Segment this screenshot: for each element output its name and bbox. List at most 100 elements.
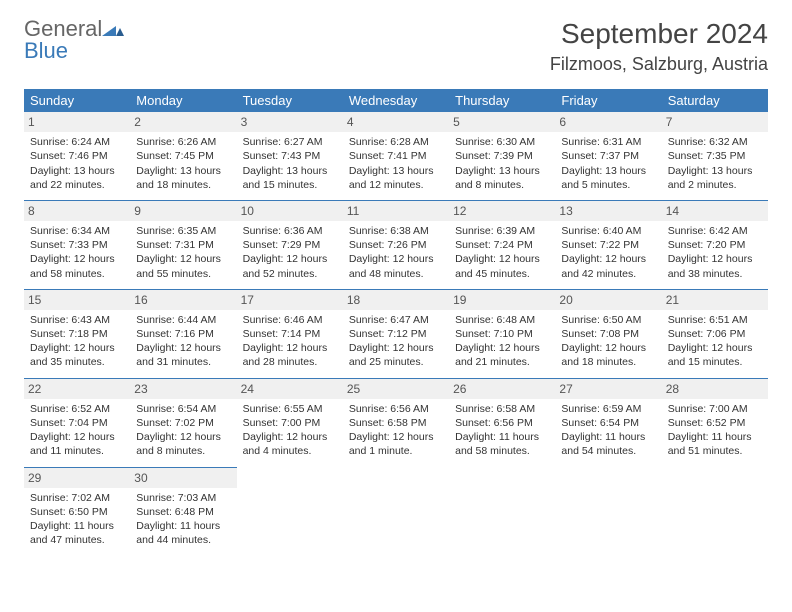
calendar-cell: 17Sunrise: 6:46 AMSunset: 7:14 PMDayligh… bbox=[237, 289, 343, 378]
daylight-line: Daylight: 13 hours bbox=[668, 164, 762, 178]
daylight-line: and 48 minutes. bbox=[349, 267, 443, 281]
daylight-line: Daylight: 13 hours bbox=[561, 164, 655, 178]
sunrise-line: Sunrise: 6:51 AM bbox=[668, 313, 762, 327]
day-number: 10 bbox=[237, 201, 343, 221]
daylight-line: and 25 minutes. bbox=[349, 355, 443, 369]
calendar-cell: 13Sunrise: 6:40 AMSunset: 7:22 PMDayligh… bbox=[555, 200, 661, 289]
daylight-line: and 15 minutes. bbox=[668, 355, 762, 369]
daylight-line: Daylight: 11 hours bbox=[668, 430, 762, 444]
calendar-cell: 29Sunrise: 7:02 AMSunset: 6:50 PMDayligh… bbox=[24, 467, 130, 555]
sunset-line: Sunset: 7:06 PM bbox=[668, 327, 762, 341]
sunrise-line: Sunrise: 6:34 AM bbox=[30, 224, 124, 238]
calendar-week: 22Sunrise: 6:52 AMSunset: 7:04 PMDayligh… bbox=[24, 378, 768, 467]
daylight-line: and 4 minutes. bbox=[243, 444, 337, 458]
daylight-line: Daylight: 13 hours bbox=[243, 164, 337, 178]
sunset-line: Sunset: 6:56 PM bbox=[455, 416, 549, 430]
sunset-line: Sunset: 6:50 PM bbox=[30, 505, 124, 519]
calendar-cell: 16Sunrise: 6:44 AMSunset: 7:16 PMDayligh… bbox=[130, 289, 236, 378]
calendar-cell bbox=[237, 467, 343, 555]
sunrise-line: Sunrise: 6:59 AM bbox=[561, 402, 655, 416]
daylight-line: Daylight: 13 hours bbox=[455, 164, 549, 178]
sunset-line: Sunset: 7:18 PM bbox=[30, 327, 124, 341]
calendar-week: 8Sunrise: 6:34 AMSunset: 7:33 PMDaylight… bbox=[24, 200, 768, 289]
calendar-cell: 25Sunrise: 6:56 AMSunset: 6:58 PMDayligh… bbox=[343, 378, 449, 467]
daylight-line: and 35 minutes. bbox=[30, 355, 124, 369]
sunset-line: Sunset: 7:39 PM bbox=[455, 149, 549, 163]
calendar-cell: 10Sunrise: 6:36 AMSunset: 7:29 PMDayligh… bbox=[237, 200, 343, 289]
sunset-line: Sunset: 7:24 PM bbox=[455, 238, 549, 252]
sunrise-line: Sunrise: 6:55 AM bbox=[243, 402, 337, 416]
daylight-line: and 44 minutes. bbox=[136, 533, 230, 547]
daylight-line: and 15 minutes. bbox=[243, 178, 337, 192]
daylight-line: Daylight: 12 hours bbox=[561, 252, 655, 266]
sunset-line: Sunset: 7:43 PM bbox=[243, 149, 337, 163]
sunrise-line: Sunrise: 6:32 AM bbox=[668, 135, 762, 149]
logo-icon bbox=[102, 18, 124, 40]
calendar-cell: 24Sunrise: 6:55 AMSunset: 7:00 PMDayligh… bbox=[237, 378, 343, 467]
day-number: 24 bbox=[237, 379, 343, 399]
daylight-line: Daylight: 12 hours bbox=[136, 341, 230, 355]
sunset-line: Sunset: 7:29 PM bbox=[243, 238, 337, 252]
daylight-line: and 1 minute. bbox=[349, 444, 443, 458]
calendar-cell: 19Sunrise: 6:48 AMSunset: 7:10 PMDayligh… bbox=[449, 289, 555, 378]
calendar-week: 15Sunrise: 6:43 AMSunset: 7:18 PMDayligh… bbox=[24, 289, 768, 378]
day-number: 16 bbox=[130, 290, 236, 310]
day-number: 12 bbox=[449, 201, 555, 221]
calendar-cell: 6Sunrise: 6:31 AMSunset: 7:37 PMDaylight… bbox=[555, 112, 661, 200]
weekday-header: Tuesday bbox=[237, 89, 343, 112]
weekday-header: Monday bbox=[130, 89, 236, 112]
calendar-head: SundayMondayTuesdayWednesdayThursdayFrid… bbox=[24, 89, 768, 112]
calendar-cell: 1Sunrise: 6:24 AMSunset: 7:46 PMDaylight… bbox=[24, 112, 130, 200]
day-number: 25 bbox=[343, 379, 449, 399]
calendar-cell: 18Sunrise: 6:47 AMSunset: 7:12 PMDayligh… bbox=[343, 289, 449, 378]
day-number: 23 bbox=[130, 379, 236, 399]
sunrise-line: Sunrise: 6:54 AM bbox=[136, 402, 230, 416]
page-header: General Blue September 2024 Filzmoos, Sa… bbox=[24, 18, 768, 75]
sunset-line: Sunset: 7:33 PM bbox=[30, 238, 124, 252]
month-title: September 2024 bbox=[550, 18, 768, 50]
day-number: 30 bbox=[130, 468, 236, 488]
calendar-cell: 9Sunrise: 6:35 AMSunset: 7:31 PMDaylight… bbox=[130, 200, 236, 289]
daylight-line: and 38 minutes. bbox=[668, 267, 762, 281]
sunrise-line: Sunrise: 6:24 AM bbox=[30, 135, 124, 149]
calendar-cell bbox=[662, 467, 768, 555]
calendar-cell: 5Sunrise: 6:30 AMSunset: 7:39 PMDaylight… bbox=[449, 112, 555, 200]
calendar-cell: 11Sunrise: 6:38 AMSunset: 7:26 PMDayligh… bbox=[343, 200, 449, 289]
weekday-header: Friday bbox=[555, 89, 661, 112]
weekday-header: Saturday bbox=[662, 89, 768, 112]
daylight-line: Daylight: 13 hours bbox=[349, 164, 443, 178]
day-number: 11 bbox=[343, 201, 449, 221]
day-number: 2 bbox=[130, 112, 236, 132]
calendar-body: 1Sunrise: 6:24 AMSunset: 7:46 PMDaylight… bbox=[24, 112, 768, 555]
sunrise-line: Sunrise: 6:50 AM bbox=[561, 313, 655, 327]
daylight-line: Daylight: 12 hours bbox=[30, 252, 124, 266]
location-label: Filzmoos, Salzburg, Austria bbox=[550, 54, 768, 75]
day-number: 27 bbox=[555, 379, 661, 399]
daylight-line: Daylight: 12 hours bbox=[349, 252, 443, 266]
daylight-line: and 51 minutes. bbox=[668, 444, 762, 458]
sunset-line: Sunset: 7:22 PM bbox=[561, 238, 655, 252]
calendar-cell: 14Sunrise: 6:42 AMSunset: 7:20 PMDayligh… bbox=[662, 200, 768, 289]
calendar-cell: 7Sunrise: 6:32 AMSunset: 7:35 PMDaylight… bbox=[662, 112, 768, 200]
sunrise-line: Sunrise: 6:48 AM bbox=[455, 313, 549, 327]
calendar-cell: 30Sunrise: 7:03 AMSunset: 6:48 PMDayligh… bbox=[130, 467, 236, 555]
sunrise-line: Sunrise: 6:58 AM bbox=[455, 402, 549, 416]
daylight-line: Daylight: 11 hours bbox=[455, 430, 549, 444]
calendar-cell bbox=[449, 467, 555, 555]
sunset-line: Sunset: 6:48 PM bbox=[136, 505, 230, 519]
sunrise-line: Sunrise: 6:38 AM bbox=[349, 224, 443, 238]
sunset-line: Sunset: 7:08 PM bbox=[561, 327, 655, 341]
day-number: 28 bbox=[662, 379, 768, 399]
daylight-line: and 18 minutes. bbox=[561, 355, 655, 369]
sunset-line: Sunset: 6:54 PM bbox=[561, 416, 655, 430]
daylight-line: and 58 minutes. bbox=[455, 444, 549, 458]
sunset-line: Sunset: 7:37 PM bbox=[561, 149, 655, 163]
daylight-line: and 22 minutes. bbox=[30, 178, 124, 192]
day-number: 4 bbox=[343, 112, 449, 132]
day-number: 5 bbox=[449, 112, 555, 132]
sunrise-line: Sunrise: 6:26 AM bbox=[136, 135, 230, 149]
daylight-line: and 42 minutes. bbox=[561, 267, 655, 281]
day-number: 15 bbox=[24, 290, 130, 310]
daylight-line: and 45 minutes. bbox=[455, 267, 549, 281]
sunrise-line: Sunrise: 6:28 AM bbox=[349, 135, 443, 149]
